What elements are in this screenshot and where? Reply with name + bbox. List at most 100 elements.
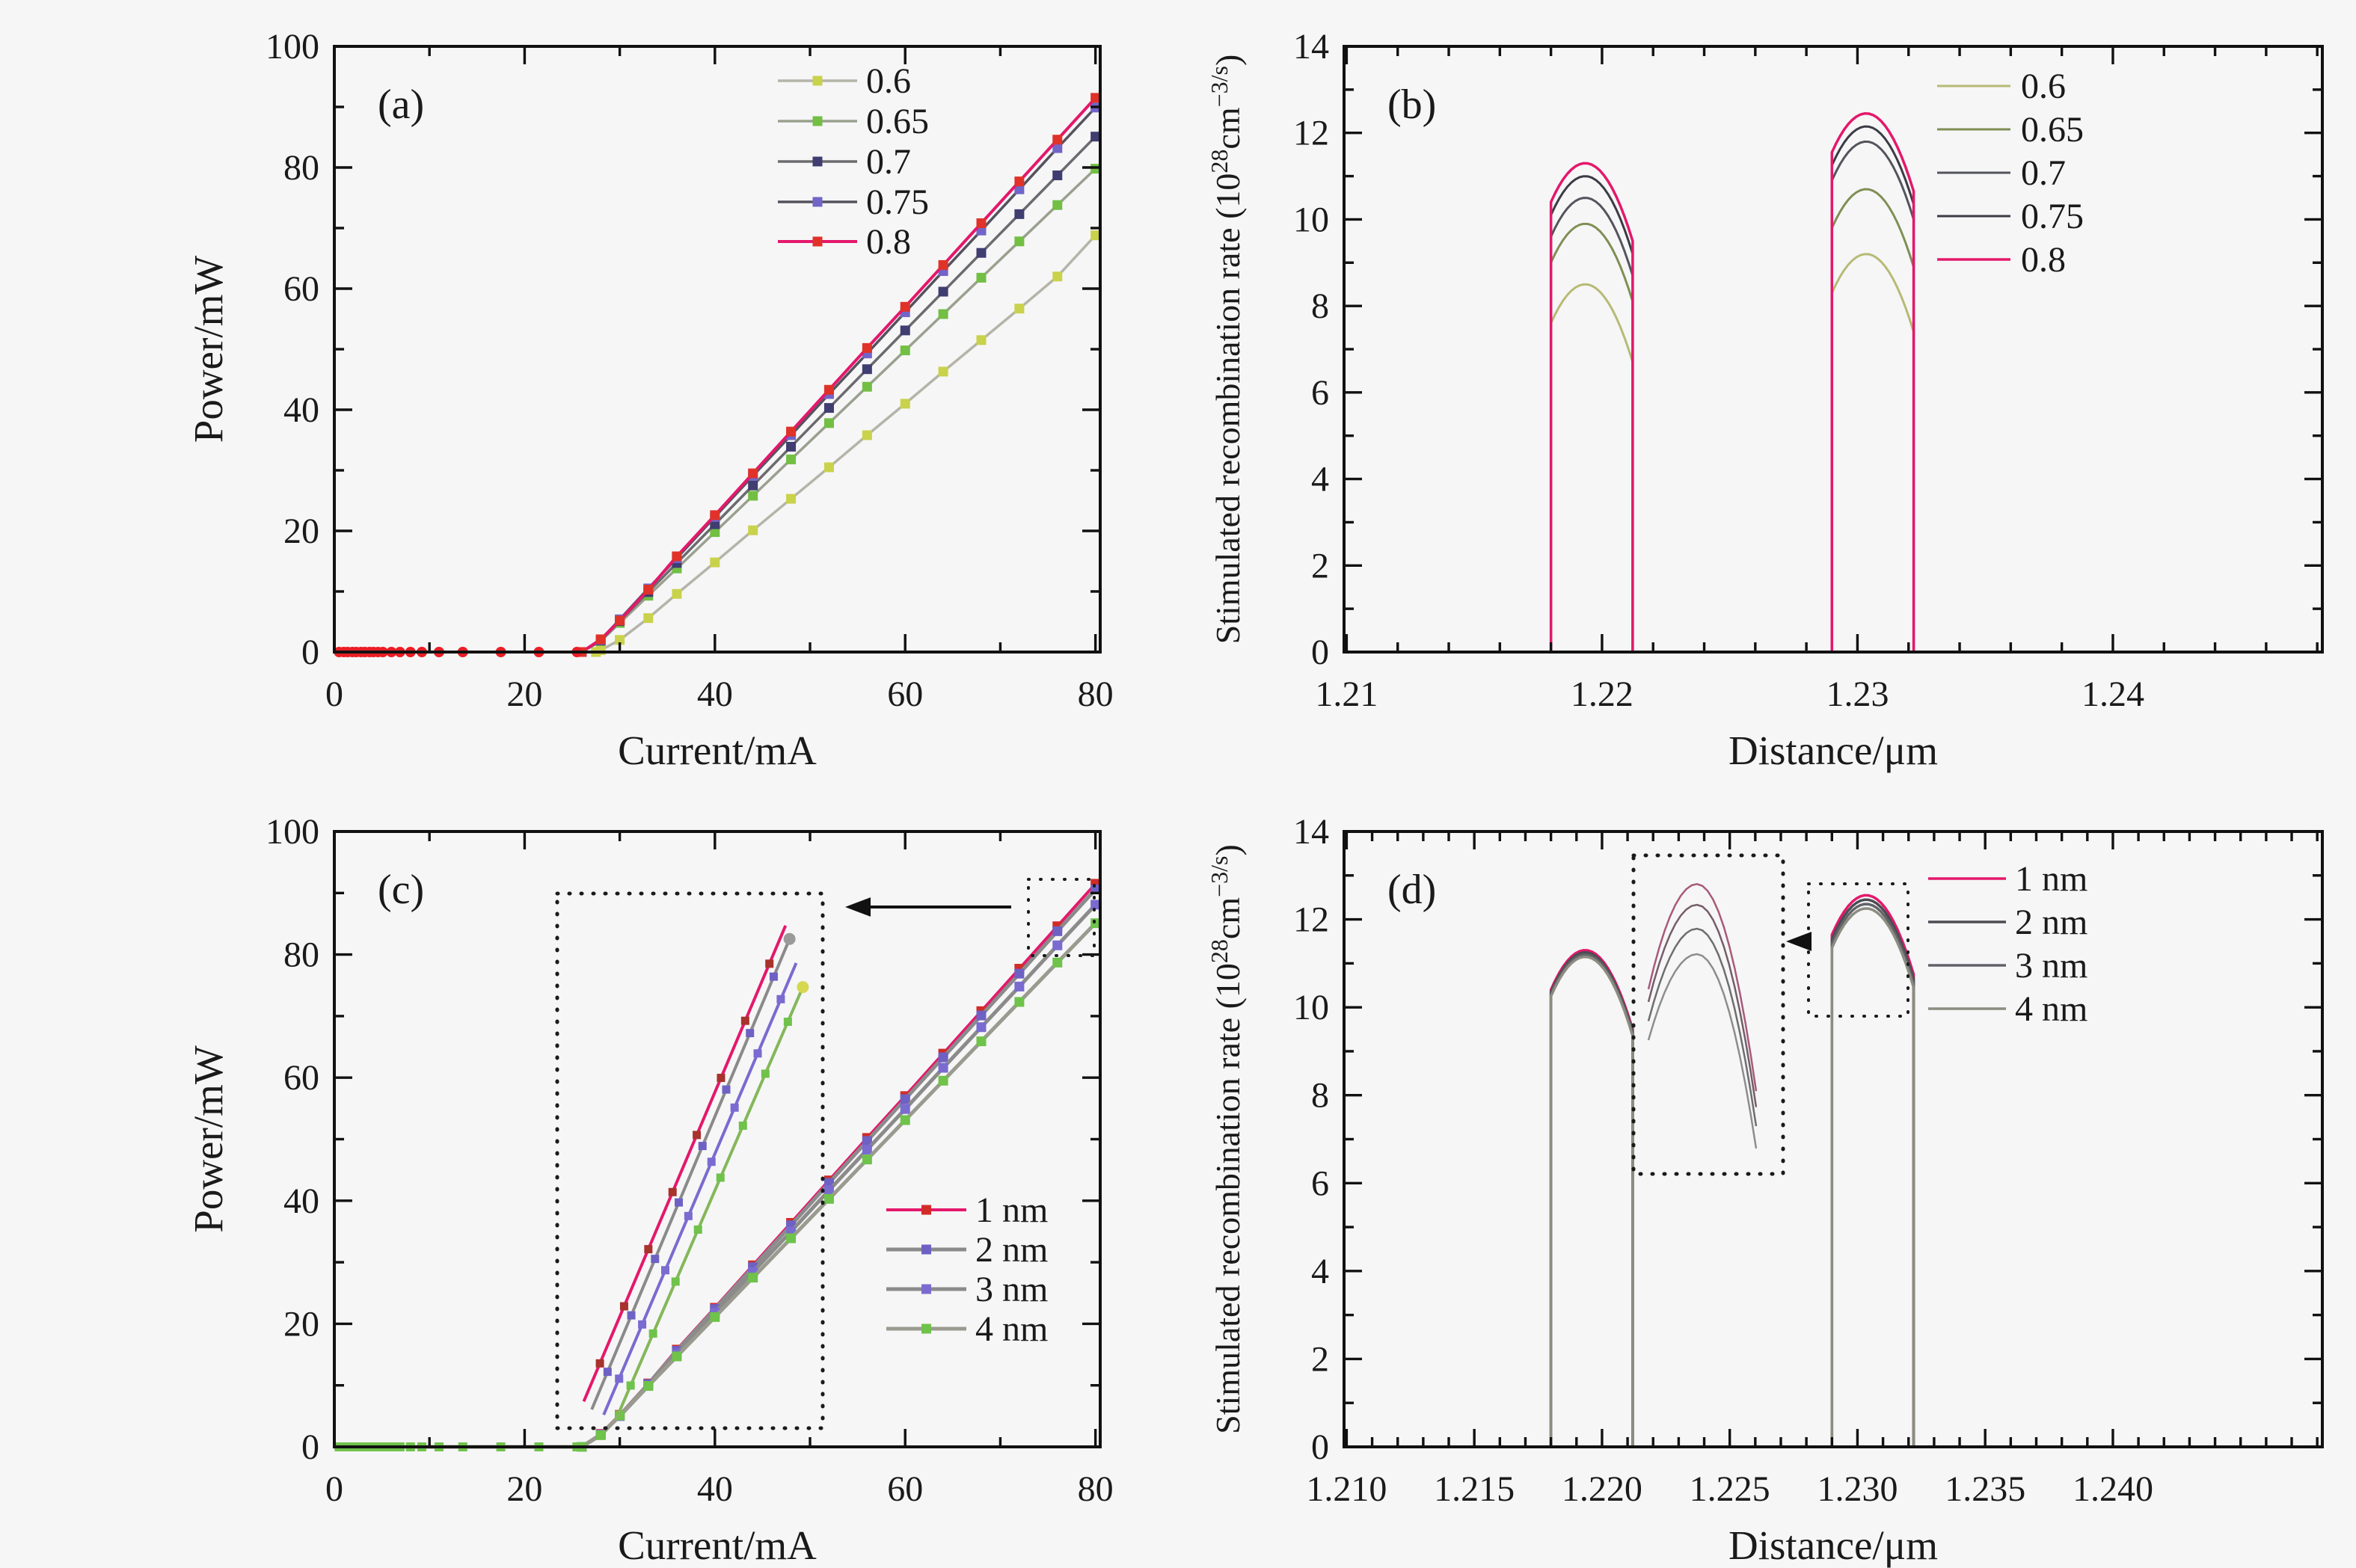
legend-label: 4 nm (975, 1309, 1048, 1349)
data-marker (615, 615, 625, 626)
well-curve-0.8 (1549, 112, 1915, 652)
y-tick-label: 14 (1293, 812, 1329, 852)
x-tick-label: 60 (887, 674, 923, 714)
data-marker (1014, 184, 1025, 194)
y-tick-label: 8 (1311, 286, 1329, 326)
y-tick-label: 6 (1311, 1163, 1329, 1203)
panel-c: 0 20 40 60 80 0 20 40 60 80 100 Current/mA Power/mW (… (185, 812, 1114, 1568)
data-marker (707, 1157, 716, 1166)
legend-item: 0.7 (1937, 153, 2066, 193)
data-marker (693, 1225, 702, 1234)
x-axis-label: Distance/μm (1728, 728, 1938, 773)
data-marker (660, 1266, 669, 1275)
legend-label: 2 nm (975, 1230, 1048, 1270)
x-tick-label: 1.22 (1571, 674, 1633, 714)
y-tick-label: 80 (283, 935, 319, 975)
legend: 0.60.650.70.750.8 (778, 61, 929, 262)
well-curve-4-nm (1549, 907, 1915, 1447)
legend-item: 0.75 (1937, 197, 2084, 236)
y-tick-label: 8 (1311, 1076, 1329, 1116)
data-marker (615, 1374, 624, 1383)
legend-item: 0.8 (1937, 240, 2066, 280)
data-marker (1014, 176, 1025, 187)
axis-ticks (1344, 45, 2322, 654)
data-marker (710, 557, 720, 568)
data-marker (823, 1193, 834, 1204)
series-group (334, 93, 1101, 657)
legend-label: 0.6 (866, 61, 911, 101)
y-tick-label: 20 (283, 511, 319, 551)
data-marker (765, 959, 774, 968)
legend-item: 3 nm (1928, 946, 2087, 986)
x-tick-label: 1.230 (1817, 1469, 1898, 1509)
series-2-nm (334, 884, 1101, 1452)
data-marker (668, 1187, 677, 1196)
data-marker (823, 403, 834, 413)
legend-label: 0.65 (2021, 110, 2084, 150)
series-group (1346, 894, 2321, 1448)
data-marker (753, 1049, 762, 1058)
well-curve-2-nm (1549, 898, 1915, 1447)
data-marker (976, 218, 987, 229)
legend-item: 2 nm (1928, 903, 2087, 942)
legend-item: 0.65 (1937, 110, 2084, 150)
y-tick-label: 4 (1311, 460, 1329, 499)
legend-swatch-marker (921, 1244, 931, 1255)
data-marker (710, 527, 720, 538)
well-curve-0.65 (1550, 188, 1915, 652)
data-marker (651, 1255, 660, 1264)
zoom-inset (555, 878, 1096, 1430)
data-line (334, 903, 1097, 1449)
zoom-inset (1631, 853, 1909, 1176)
data-marker (619, 1302, 628, 1311)
x-tick-label: 80 (1078, 674, 1114, 714)
legend-item: 1 nm (1928, 859, 2087, 899)
legend-item: 0.6 (778, 61, 911, 101)
data-marker (716, 1173, 725, 1182)
series-0.75 (334, 102, 1101, 657)
data-marker (710, 510, 720, 520)
data-marker (1052, 940, 1063, 950)
data-marker (862, 430, 872, 440)
y-tick-label: 0 (1311, 633, 1329, 672)
data-marker (672, 551, 682, 562)
data-marker (769, 972, 778, 981)
legend-label: 0.75 (866, 182, 929, 222)
legend: 1 nm 2 nm 3 nm4 nm (1928, 859, 2087, 1029)
inset-box (555, 891, 825, 1430)
data-marker (783, 1017, 792, 1026)
data-marker (748, 491, 758, 501)
zoom-source-box (1807, 882, 1909, 1018)
inset-data-line (614, 986, 805, 1421)
data-line (334, 888, 1097, 1449)
series-0.6 (334, 230, 1101, 657)
data-marker (823, 418, 834, 428)
y-tick-label: 40 (283, 1181, 319, 1221)
inset-arc (1647, 903, 1758, 1107)
series-1-nm (334, 879, 1101, 1452)
legend-label: 0.75 (2021, 197, 2084, 236)
axis-ticks (333, 830, 1100, 1448)
data-marker (672, 1351, 682, 1362)
data-marker (938, 366, 948, 377)
legend-swatch-marker (921, 1284, 931, 1294)
data-marker (644, 1245, 653, 1254)
data-marker (684, 1211, 693, 1220)
y-tick-label: 10 (1293, 988, 1329, 1027)
data-marker (786, 1233, 797, 1243)
axis-tick-labels: 1.21 1.22 1.23 1.24 0 2 4 6 8 10 12 14 (1293, 27, 2144, 714)
data-marker (746, 1029, 755, 1038)
y-tick-label: 100 (266, 27, 319, 67)
x-tick-label: 0 (325, 1469, 343, 1509)
data-marker (900, 1115, 910, 1125)
axis-tick-labels: 0 20 40 60 80 0 20 40 60 80 100 (266, 27, 1114, 714)
y-axis-label: Power/mW (185, 1045, 231, 1233)
data-marker (900, 399, 910, 409)
panel-tag: (b) (1387, 82, 1436, 128)
data-marker (595, 1359, 604, 1368)
y-tick-label: 14 (1293, 27, 1329, 67)
x-axis-label: Current/mA (618, 728, 817, 773)
data-marker (938, 1052, 948, 1063)
y-tick-label: 20 (283, 1304, 319, 1344)
